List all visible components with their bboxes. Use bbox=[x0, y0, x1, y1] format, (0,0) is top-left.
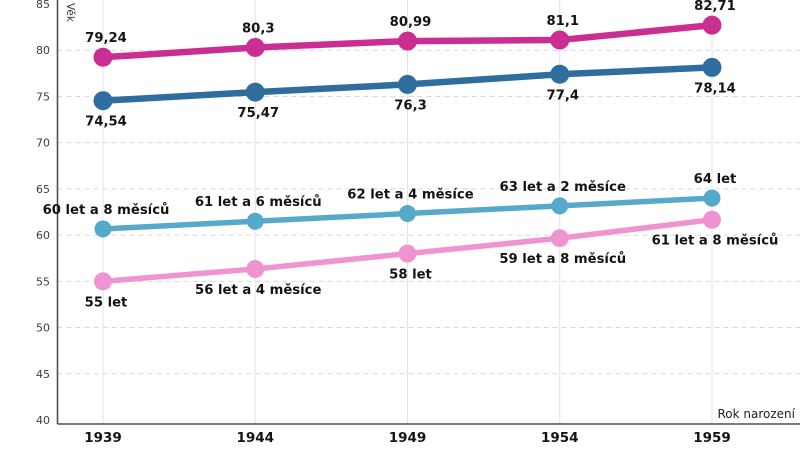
x-axis-title: Rok narození bbox=[718, 407, 796, 421]
series-magenta-point-label: 80,99 bbox=[390, 15, 432, 30]
series-magenta-point[interactable] bbox=[245, 37, 265, 57]
series-blue-point-label: 76,3 bbox=[394, 98, 427, 113]
y-axis-tick-label: 80 bbox=[36, 44, 50, 57]
series-magenta-point-label: 79,24 bbox=[85, 31, 127, 46]
series-light-blue-point[interactable] bbox=[551, 197, 569, 215]
y-axis-tick-label: 55 bbox=[36, 275, 50, 288]
series-light-blue-point[interactable] bbox=[246, 212, 264, 230]
horizontal-gridlines bbox=[57, 49, 800, 375]
y-axis-tick-label: 85 bbox=[36, 0, 50, 11]
series-light-blue-point-label: 62 let a 4 měsíce bbox=[347, 187, 473, 203]
y-axis-tick-label: 45 bbox=[36, 368, 50, 381]
x-axis-tick-label: 1954 bbox=[541, 430, 579, 446]
series-magenta-point[interactable] bbox=[398, 31, 417, 51]
y-axis-tick-labels: 40 45 50 55 60 65 70 75 80 85 bbox=[36, 0, 50, 427]
series-magenta-point[interactable] bbox=[550, 30, 570, 50]
series-blue-point[interactable] bbox=[93, 91, 113, 111]
series-magenta-point-label: 80,3 bbox=[242, 21, 275, 36]
series-blue-point[interactable] bbox=[702, 57, 722, 77]
series-magenta-point-label: 82,71 bbox=[694, 0, 736, 14]
series-pink-point-label: 61 let a 8 měsíců bbox=[652, 232, 779, 249]
series-pink-point-label: 56 let a 4 měsíce bbox=[195, 282, 321, 298]
series-pink-point[interactable] bbox=[246, 260, 265, 279]
series-magenta-point[interactable] bbox=[702, 15, 722, 35]
y-axis-tick-label: 60 bbox=[36, 229, 50, 242]
y-axis-tick-label: 70 bbox=[36, 137, 50, 150]
series-blue-point-label: 77,4 bbox=[546, 88, 579, 103]
series-blue-point-label: 74,54 bbox=[85, 115, 127, 130]
series-light-blue-point-label: 60 let a 8 měsíců bbox=[43, 201, 170, 218]
y-axis-tick-label: 40 bbox=[36, 414, 50, 427]
x-axis-tick-label: 1959 bbox=[693, 430, 731, 446]
series-magenta-point-label: 81,1 bbox=[546, 14, 579, 29]
y-axis-tick-label: 75 bbox=[36, 90, 50, 103]
x-axis-tick-label: 1949 bbox=[389, 430, 427, 446]
series-light-blue-point[interactable] bbox=[703, 189, 721, 207]
series-light-blue-point-label: 63 let a 2 měsíce bbox=[500, 179, 626, 195]
series-light-blue-point-label: 64 let bbox=[694, 172, 737, 187]
series-light-blue-point[interactable] bbox=[399, 205, 416, 223]
series-pink-point-label: 58 let bbox=[389, 268, 432, 283]
series-light-blue-point[interactable] bbox=[94, 220, 112, 238]
series-light-blue-point-label: 61 let a 6 měsíců bbox=[195, 193, 322, 210]
x-axis-tick-label: 1944 bbox=[236, 430, 274, 446]
series-blue-point-label: 78,14 bbox=[694, 81, 736, 96]
y-axis-tick-label: 50 bbox=[36, 322, 50, 335]
series-pink-point[interactable] bbox=[703, 210, 721, 229]
series-pink-point-label: 55 let bbox=[85, 295, 128, 310]
series-blue-point[interactable] bbox=[245, 82, 265, 102]
series-layer: 79,24 80,3 80,99 81,1 82,71 74,54 75,47 76,3 77,… bbox=[43, 0, 779, 310]
series-pink-point-label: 59 let a 8 měsíců bbox=[499, 250, 626, 267]
series-pink-point[interactable] bbox=[398, 244, 417, 263]
series-blue-point[interactable] bbox=[398, 74, 417, 94]
series-magenta-point[interactable] bbox=[93, 47, 113, 67]
y-axis-tick-label: 65 bbox=[36, 183, 50, 196]
series-blue-point[interactable] bbox=[550, 64, 570, 84]
x-axis-tick-label: 1939 bbox=[84, 430, 122, 446]
series-blue-point-label: 75,47 bbox=[237, 106, 279, 121]
y-axis-title: Věk bbox=[64, 3, 76, 23]
series-pink-point[interactable] bbox=[94, 272, 112, 291]
x-axis-tick-labels: 1939 1944 1949 1954 1959 bbox=[84, 430, 731, 446]
series-pink-point[interactable] bbox=[550, 229, 569, 248]
